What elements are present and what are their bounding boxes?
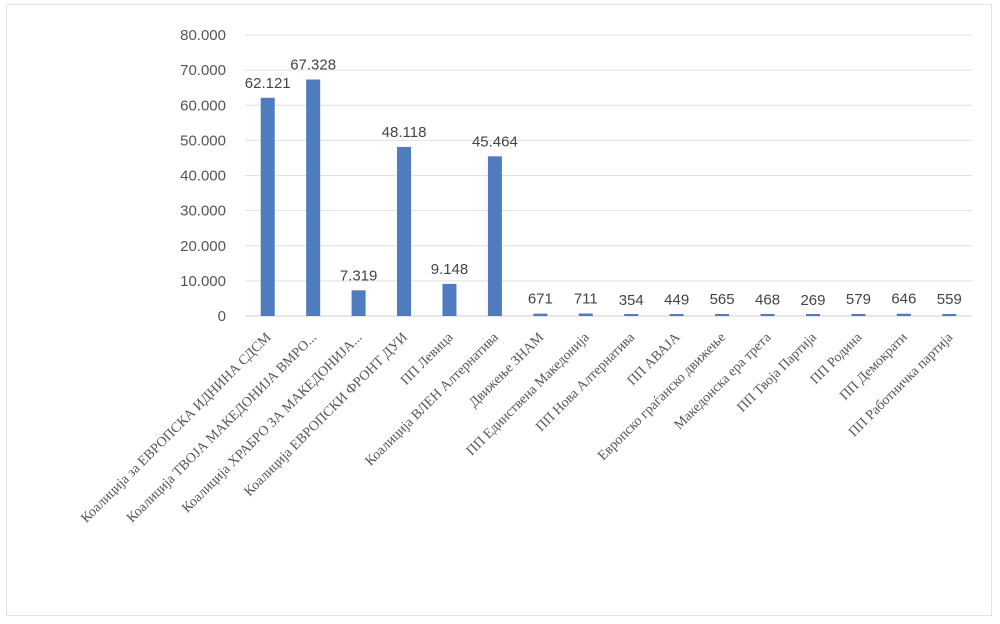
bar	[942, 314, 957, 316]
data-label: 449	[664, 291, 689, 308]
y-tick-label: 70.000	[180, 62, 226, 79]
bar	[805, 314, 820, 316]
category-labels: Коалиција за ЕВРОПСКА ИДНИНА СДСМКоалици…	[79, 330, 957, 527]
bar	[442, 283, 457, 316]
data-label: 646	[891, 291, 916, 308]
bar	[306, 79, 321, 316]
category-label: Коалиција за ЕВРОПСКА ИДНИНА СДСМ	[79, 330, 275, 526]
data-label: 62.121	[245, 75, 291, 92]
bar	[896, 313, 911, 316]
data-label: 7.319	[340, 267, 378, 284]
y-tick-label: 80.000	[180, 27, 226, 44]
y-tick-label: 0	[218, 308, 226, 325]
data-label: 671	[528, 291, 553, 308]
bar	[624, 314, 639, 316]
gridlines	[245, 34, 972, 317]
y-tick-label: 30.000	[180, 203, 226, 220]
bar	[533, 313, 548, 316]
y-axis-tick-labels: 0 10.000 20.000 30.000 40.000 50.000 60.000 70.…	[180, 27, 226, 325]
data-label: 45.464	[472, 133, 518, 150]
bar	[715, 314, 730, 316]
data-label: 579	[846, 291, 871, 308]
y-tick-label: 40.000	[180, 168, 226, 185]
bar	[669, 314, 684, 316]
y-tick-label: 60.000	[180, 97, 226, 114]
bar	[351, 290, 366, 316]
data-label: 67.328	[290, 57, 336, 74]
data-label: 9.148	[431, 261, 469, 278]
data-label: 269	[800, 292, 825, 309]
data-label: 468	[755, 291, 780, 308]
bars	[260, 79, 957, 316]
y-tick-label: 20.000	[180, 238, 226, 255]
category-label: Коалиција ЕВРОПСКИ ФРОНТ ДУИ	[242, 330, 411, 499]
bar	[397, 146, 412, 316]
data-label: 565	[710, 291, 735, 308]
category-label: ПП Твоја Партија	[735, 330, 821, 416]
bar	[487, 156, 502, 316]
bar	[260, 97, 275, 316]
category-label: Коалиција ТВОЈА МАКЕДОНИЈА ВМРО...	[124, 330, 320, 526]
bar	[578, 313, 593, 316]
data-label: 559	[937, 291, 962, 308]
data-label: 48.118	[382, 124, 427, 141]
data-label: 711	[574, 291, 598, 308]
y-tick-label: 50.000	[180, 132, 226, 149]
bar	[851, 313, 866, 316]
category-label: Коалиција ХРАБРО ЗА МАКЕДОНИЈА...	[180, 330, 366, 516]
data-label: 354	[619, 292, 644, 309]
bar	[760, 314, 775, 316]
y-tick-label: 10.000	[180, 273, 226, 290]
